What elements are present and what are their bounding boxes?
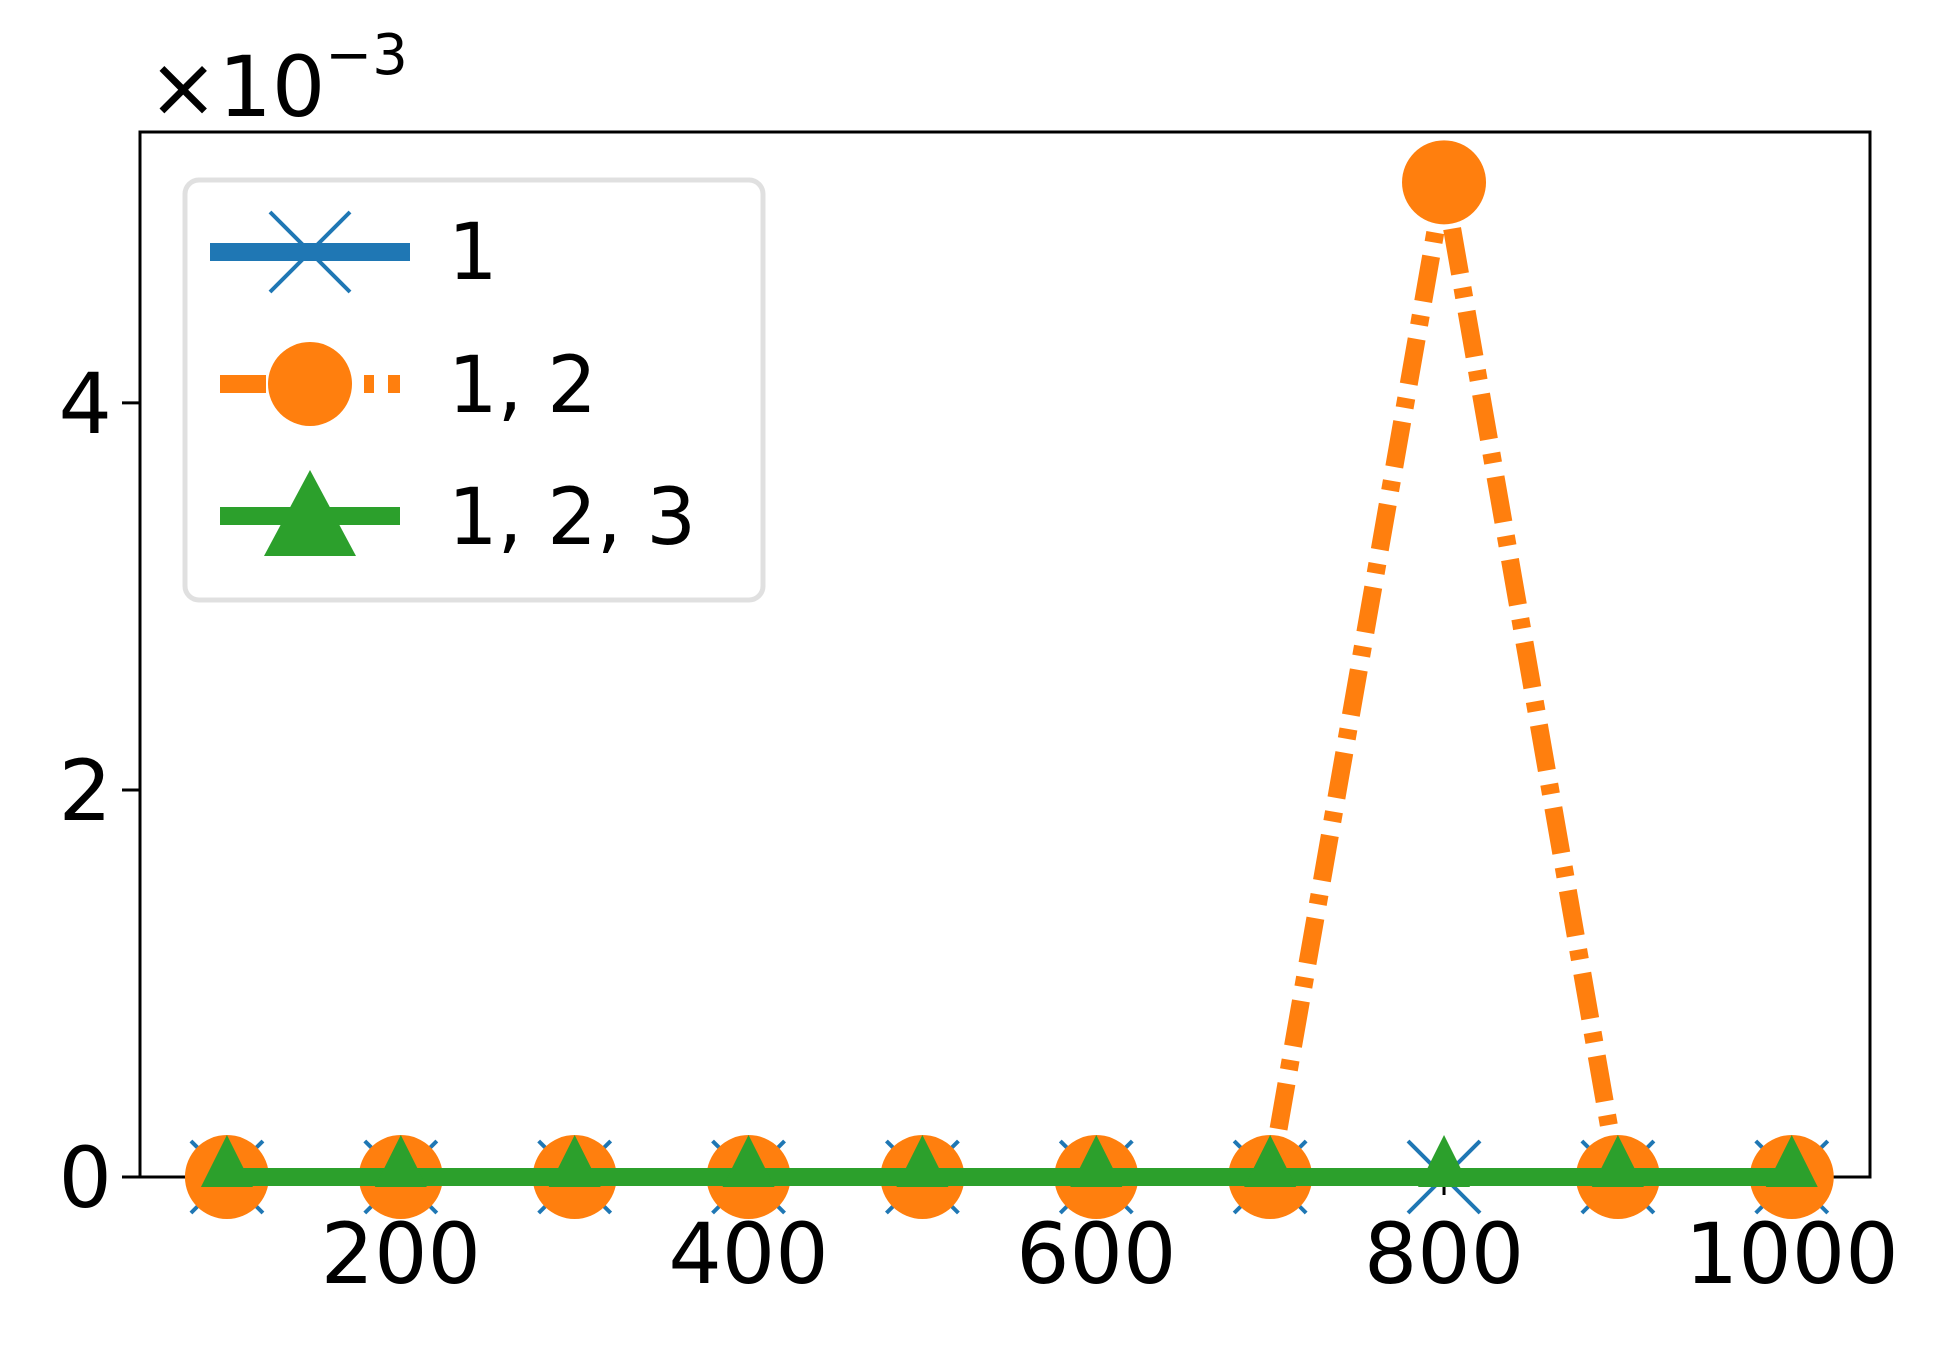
y-tick-label: 2 bbox=[59, 742, 112, 840]
y-axis: 0 2 4 bbox=[59, 355, 140, 1227]
legend-x-marker-icon bbox=[268, 210, 352, 294]
legend: 1 1, 2 1, 2, 3 bbox=[182, 177, 766, 603]
legend-circle-marker-icon bbox=[268, 342, 352, 426]
legend-entry-series-2: 1, 2 bbox=[220, 341, 597, 431]
series-layer bbox=[184, 140, 1834, 1219]
triangle-marker bbox=[1591, 1135, 1644, 1187]
triangle-marker bbox=[1070, 1135, 1123, 1187]
triangle-marker bbox=[374, 1135, 427, 1187]
x-tick-label: 200 bbox=[321, 1205, 481, 1303]
legend-box bbox=[182, 177, 766, 603]
y-tick-label: 0 bbox=[59, 1129, 112, 1227]
y-offset-exponent: −3 bbox=[325, 23, 408, 88]
legend-label-series-2: 1, 2 bbox=[448, 341, 597, 431]
triangle-marker bbox=[200, 1135, 253, 1187]
triangle-marker bbox=[896, 1135, 949, 1187]
triangle-marker bbox=[548, 1135, 601, 1187]
legend-entry-series-1: 1 bbox=[210, 208, 498, 298]
y-offset-base: 10 bbox=[218, 38, 325, 136]
legend-label-series-3: 1, 2, 3 bbox=[448, 473, 696, 563]
triangle-marker bbox=[722, 1135, 775, 1187]
triangle-marker bbox=[1765, 1135, 1818, 1187]
x-tick-label: 1000 bbox=[1685, 1205, 1899, 1303]
circle-marker bbox=[1402, 140, 1487, 225]
y-tick-label: 4 bbox=[59, 355, 112, 453]
legend-triangle-marker-icon bbox=[264, 470, 356, 556]
legend-entry-series-3: 1, 2, 3 bbox=[220, 470, 696, 563]
y-offset-times: × bbox=[148, 38, 218, 136]
x-tick-label: 400 bbox=[668, 1205, 828, 1303]
triangle-marker bbox=[1418, 1135, 1471, 1187]
triangle-marker bbox=[1244, 1135, 1297, 1187]
series-3 bbox=[200, 1135, 1818, 1187]
x-axis: 200 400 600 800 1000 bbox=[321, 1177, 1899, 1303]
x-tick-label: 800 bbox=[1364, 1205, 1524, 1303]
legend-label-series-1: 1 bbox=[448, 208, 498, 298]
x-tick-label: 600 bbox=[1016, 1205, 1176, 1303]
y-offset-text: ×10−3 bbox=[148, 23, 408, 136]
